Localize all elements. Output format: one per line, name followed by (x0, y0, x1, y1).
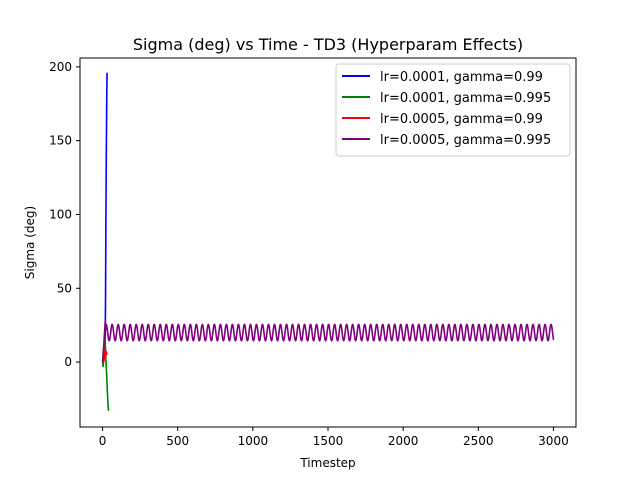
y-tick-label: 50 (57, 281, 72, 295)
series-line-3 (101, 319, 555, 363)
plot-area: 0 500 1000 1500 2000 2500 3000 0 50 100 150 200 (49, 57, 577, 448)
y-tick-label: 200 (49, 60, 72, 74)
legend-label-2: lr=0.0005, gamma=0.99 (380, 112, 543, 127)
x-tick-label: 3000 (538, 434, 569, 448)
x-tick-label: 2000 (388, 434, 419, 448)
legend-label-3: lr=0.0005, gamma=0.995 (380, 133, 551, 148)
y-axis-ticks: 0 50 100 150 200 (49, 60, 80, 369)
chart-title: Sigma (deg) vs Time - TD3 (Hyperparam Ef… (133, 35, 523, 54)
x-tick-label: 0 (99, 434, 107, 448)
series-layer (101, 72, 555, 411)
x-axis-title: Timestep (299, 456, 355, 470)
legend-label-1: lr=0.0001, gamma=0.995 (380, 91, 551, 106)
y-tick-label: 100 (49, 207, 72, 221)
y-tick-label: 0 (64, 355, 72, 369)
legend-label-0: lr=0.0001, gamma=0.99 (380, 70, 543, 85)
legend: lr=0.0001, gamma=0.99 lr=0.0001, gamma=0.… (335, 63, 571, 157)
x-tick-label: 1000 (238, 434, 269, 448)
x-axis-ticks: 0 500 1000 1500 2000 2500 3000 (99, 427, 569, 448)
x-tick-label: 500 (166, 434, 189, 448)
y-axis-title: Sigma (deg) (23, 206, 37, 279)
y-tick-label: 150 (49, 134, 72, 148)
legend-box (335, 63, 571, 157)
x-tick-label: 2500 (463, 434, 494, 448)
x-tick-label: 1500 (313, 434, 344, 448)
